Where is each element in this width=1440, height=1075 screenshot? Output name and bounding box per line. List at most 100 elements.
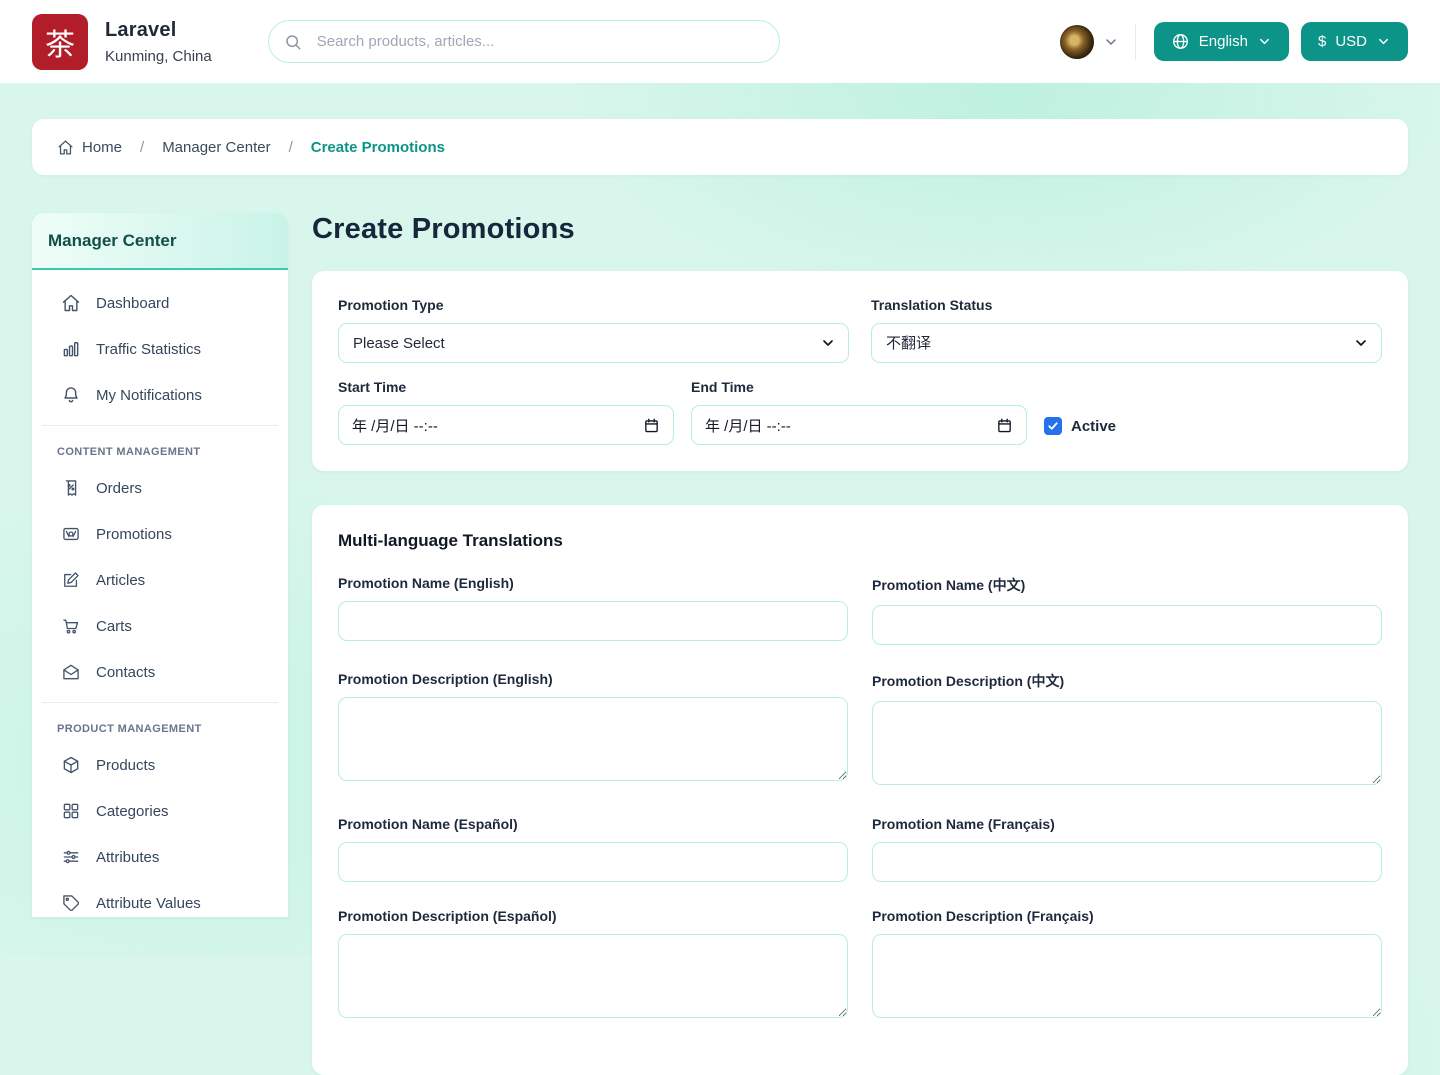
promotion-type-field: Promotion Type Please Select [338,297,849,363]
sidebar-item-promotions[interactable]: Promotions [32,511,288,557]
promotion-name-chinese-field: Promotion Name (中文) [872,575,1382,645]
globe-icon [1172,34,1188,49]
currency-symbol: $ [1317,33,1327,50]
sidebar-item-carts[interactable]: Carts [32,603,288,649]
sidebar-item-dashboard[interactable]: Dashboard [32,280,288,326]
sidebar-divider [42,425,278,426]
translations-card: Multi-language Translations Promotion Na… [312,505,1408,1075]
sidebar-item-my-notifications[interactable]: My Notifications [32,372,288,418]
logo-tea-glyph: 茶 [45,28,75,62]
check-icon [1048,422,1058,430]
field-label: Promotion Description (中文) [872,673,1065,689]
search-input[interactable] [267,20,780,63]
brand-logo[interactable]: 茶 [32,13,88,70]
global-search [267,20,780,63]
sidebar-item-orders[interactable]: Orders [32,465,288,511]
sidebar-item-label: Articles [96,571,146,589]
field-label: Promotion Name (Français) [872,816,1055,832]
sidebar-section-product-management: PRODUCT MANAGEMENT [57,723,202,735]
translation-status-select[interactable]: 不翻译 [871,323,1382,363]
bell-icon [64,387,78,403]
header-right-controls: English $ USD [1059,22,1408,61]
start-time-field: Start Time 年 /月/日 --:-- [338,379,674,445]
sidebar-item-attribute-values[interactable]: Attribute Values [32,880,288,917]
promotion-name-french-field: Promotion Name (Français) [872,816,1382,882]
calendar-icon[interactable] [996,417,1013,434]
breadcrumb: Home / Manager Center / Create Promotion… [32,119,1408,175]
promotion-name-english-input[interactable] [338,601,848,641]
chevron-down-icon [1259,38,1269,45]
receipt-percent-icon [65,480,77,496]
promotion-description-spanish-textarea[interactable] [338,934,848,1018]
promotion-description-spanish-field: Promotion Description (Español) [338,908,848,1023]
brand-name: Laravel [105,18,177,41]
end-time-label: End Time [691,379,754,395]
sidebar-header: Manager Center [32,213,288,270]
breadcrumb-separator: / [140,138,145,156]
breadcrumb-home[interactable]: Home [57,139,122,156]
breadcrumb-separator: / [288,138,293,156]
promotion-name-english-field: Promotion Name (English) [338,575,848,645]
sidebar-item-label: Contacts [96,663,156,681]
active-checkbox[interactable] [1044,417,1062,435]
promotion-description-french-textarea[interactable] [872,934,1382,1018]
breadcrumb-current-label: Create Promotions [310,138,445,156]
search-icon [285,34,301,49]
sidebar-item-label: Carts [96,617,132,635]
promotion-name-chinese-input[interactable] [872,605,1382,645]
active-toggle[interactable]: Active [1044,417,1116,435]
page-title: Create Promotions [312,213,575,245]
sidebar-nav: Dashboard Traffic Statistics My Notifica… [32,270,288,917]
promotion-description-chinese-field: Promotion Description (中文) [872,671,1382,790]
ticket-icon [63,527,79,541]
promotion-name-spanish-input[interactable] [338,842,848,882]
sidebar-item-label: Promotions [96,525,172,543]
sidebar-item-label: Orders [96,479,142,497]
field-label: Promotion Description (English) [338,671,553,687]
sliders-icon [63,850,79,864]
cube-icon [63,756,79,774]
user-avatar[interactable] [1059,24,1094,59]
start-time-value: 年 /月/日 --:-- [352,417,438,435]
sidebar-item-traffic-statistics[interactable]: Traffic Statistics [32,326,288,372]
breadcrumb-manager-center[interactable]: Manager Center [162,139,270,156]
app-header: 茶 Laravel Kunming, China English $ USD [0,0,1440,83]
sidebar-item-categories[interactable]: Categories [32,788,288,834]
main-content: Create Promotions Promotion Type Please … [312,213,1408,1075]
field-label: Promotion Description (Español) [338,908,557,924]
pencil-square-icon [64,572,79,587]
field-label: Promotion Description (Français) [872,908,1094,924]
sidebar-title: Manager Center [48,231,177,250]
sidebar-divider [42,702,278,703]
end-time-field: End Time 年 /月/日 --:-- [691,379,1027,445]
sidebar-item-label: Products [96,756,156,774]
end-time-input[interactable]: 年 /月/日 --:-- [691,405,1027,445]
brand-block: Laravel Kunming, China [105,19,212,65]
tag-icon [63,895,80,912]
language-button[interactable]: English [1153,22,1289,61]
start-time-input[interactable]: 年 /月/日 --:-- [338,405,674,445]
calendar-icon[interactable] [643,417,660,434]
promotion-name-french-input[interactable] [872,842,1382,882]
sidebar-item-label: Traffic Statistics [96,340,202,358]
sidebar-item-contacts[interactable]: Contacts [32,649,288,695]
sidebar-item-attributes[interactable]: Attributes [32,834,288,880]
active-field: Active [1044,379,1382,445]
promotion-description-chinese-textarea[interactable] [872,701,1382,785]
sidebar-item-articles[interactable]: Articles [32,557,288,603]
promotion-description-french-field: Promotion Description (Français) [872,908,1382,1023]
promotion-description-english-textarea[interactable] [338,697,848,781]
user-menu-chevron-icon[interactable] [1103,34,1119,50]
cart-icon [63,619,79,634]
translation-status-label: Translation Status [871,297,993,313]
envelope-open-icon [63,664,79,680]
promotion-type-select[interactable]: Please Select [338,323,849,363]
field-label: Promotion Name (English) [338,575,514,591]
grid-icon [63,803,79,819]
sidebar-item-products[interactable]: Products [32,742,288,788]
currency-button[interactable]: $ USD [1300,22,1408,61]
translation-status-field: Translation Status 不翻译 [871,297,1382,363]
currency-label: USD [1335,33,1367,50]
brand-location: Kunming, China [105,47,212,65]
sidebar-section-content-management: CONTENT MANAGEMENT [57,446,201,458]
